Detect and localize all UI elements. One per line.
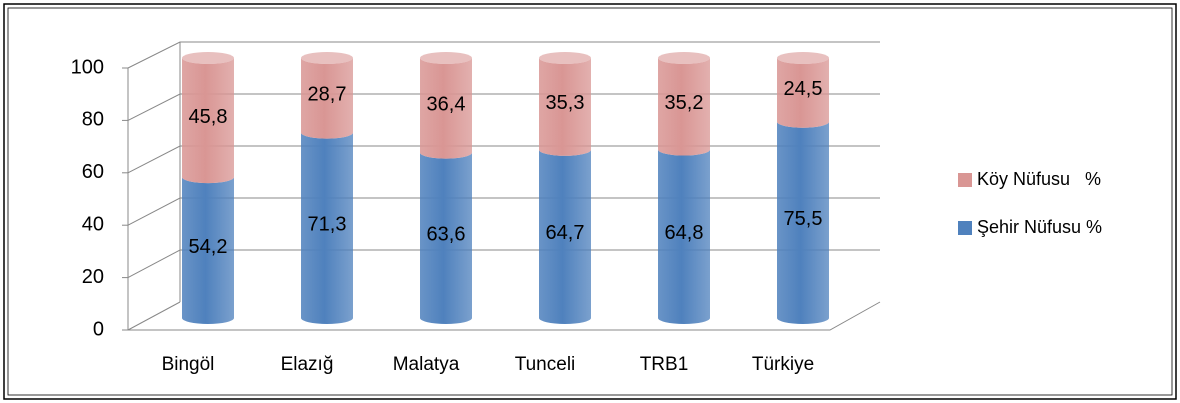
cylinder-segment	[301, 132, 353, 324]
value-label: 35,3	[546, 92, 585, 114]
cylinder-segment	[182, 177, 234, 324]
grid-line	[127, 93, 880, 121]
y-tick-label: 0	[93, 318, 104, 340]
cylinder-top	[658, 52, 710, 64]
cylinder-segment	[658, 58, 710, 156]
y-tick-label: 20	[82, 266, 104, 288]
grid-line	[127, 41, 880, 69]
value-label: 63,6	[427, 224, 466, 246]
floor	[127, 68, 881, 331]
y-tick-label: 40	[82, 213, 104, 235]
cylinder-segment	[539, 58, 591, 156]
x-tick-label: Malatya	[393, 354, 460, 375]
cylinder-segment	[658, 149, 710, 324]
value-label: 75,5	[784, 208, 823, 230]
legend-swatch	[958, 173, 972, 187]
value-label: 24,5	[784, 78, 823, 100]
cylinder-top	[301, 52, 353, 64]
value-label: 71,3	[308, 214, 347, 236]
x-tick-label: Bingöl	[162, 354, 215, 375]
cylinder-segment	[420, 58, 472, 159]
legend-label: Köy Nüfusu %	[977, 169, 1101, 189]
y-tick-label: 60	[82, 161, 104, 183]
cylinder-top	[420, 52, 472, 64]
cylinder-top	[777, 52, 829, 64]
x-tick-label: TRB1	[640, 354, 689, 375]
cylinder-segment	[420, 152, 472, 324]
grid-line	[127, 197, 880, 226]
value-label: 64,8	[665, 222, 704, 244]
cylinder-segment	[777, 58, 829, 128]
inner-frame	[7, 7, 1173, 396]
value-label: 54,2	[189, 236, 228, 258]
cylinder-top	[182, 52, 234, 64]
cylinder-segment	[301, 58, 353, 139]
value-label: 45,8	[189, 106, 228, 128]
cylinder-segment	[777, 121, 829, 324]
value-label: 64,7	[546, 222, 585, 244]
cylinder-segment	[539, 149, 591, 324]
grid-line	[127, 249, 880, 279]
legend-label: Şehir Nüfusu %	[977, 217, 1102, 237]
value-label: 28,7	[308, 84, 347, 106]
floor-edge	[127, 301, 181, 331]
value-label: 35,2	[665, 92, 704, 114]
y-tick-label: 100	[71, 56, 104, 78]
value-label: 36,4	[427, 94, 466, 116]
grid-line	[127, 145, 880, 174]
legend-swatch	[958, 221, 972, 235]
y-tick-label: 80	[82, 109, 104, 131]
cylinder-segment	[182, 58, 234, 184]
x-tick-label: Tunceli	[515, 354, 576, 375]
x-tick-label: Elazığ	[281, 354, 334, 375]
x-tick-label: Türkiye	[752, 354, 814, 375]
cylinder-top	[539, 52, 591, 64]
